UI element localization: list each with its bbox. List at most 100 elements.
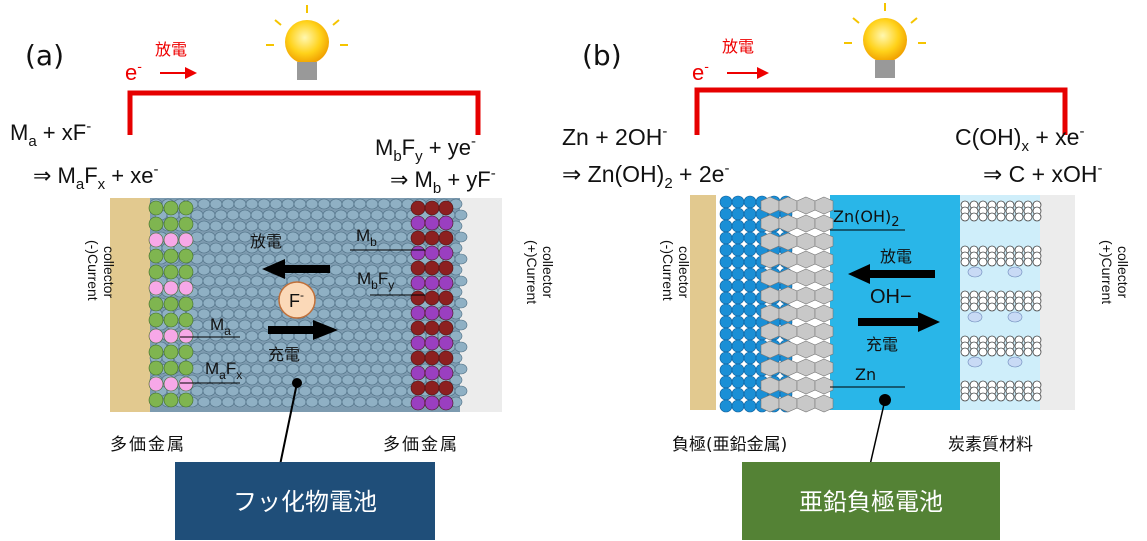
texture: [389, 352, 403, 364]
texture: [262, 297, 276, 309]
t: b: [433, 180, 441, 197]
texture: [358, 297, 372, 309]
texture: [796, 286, 816, 305]
texture: [281, 220, 295, 232]
texture: [1032, 392, 1042, 402]
texture: [226, 297, 240, 309]
texture: [293, 198, 307, 210]
texture: [389, 396, 403, 408]
texture: [454, 253, 468, 265]
texture: [245, 264, 259, 276]
texture: [178, 248, 194, 264]
texture: [346, 341, 360, 353]
t: + xe: [1029, 124, 1080, 150]
texture: [341, 220, 355, 232]
texture: [438, 335, 454, 351]
texture: [778, 304, 798, 323]
texture: [334, 341, 348, 353]
texture: [178, 360, 194, 376]
texture: [346, 363, 360, 375]
texture: [760, 232, 780, 251]
texture: [202, 275, 216, 287]
texture: [377, 374, 391, 386]
texture: [233, 264, 247, 276]
texture: [226, 275, 240, 287]
product-label: Zn(OH)2: [833, 207, 900, 230]
texture: [424, 395, 440, 411]
texture: [377, 352, 391, 364]
texture: [778, 358, 798, 377]
cathode-reaction: ⇒ C + xOH-: [983, 160, 1102, 187]
texture: [389, 242, 403, 254]
texture: [377, 242, 391, 254]
texture: [281, 198, 295, 210]
texture: [310, 209, 324, 221]
texture: [743, 315, 757, 329]
texture: [454, 319, 468, 331]
texture: [731, 255, 745, 269]
texture: [1023, 392, 1033, 402]
texture: [814, 232, 834, 251]
texture: [389, 198, 403, 210]
t: e: [125, 60, 137, 85]
texture: [197, 242, 211, 254]
texture: [190, 275, 204, 287]
texture: [996, 257, 1006, 267]
t: y: [388, 278, 394, 292]
t: -: [86, 118, 91, 135]
texture: [1005, 302, 1015, 312]
texture: [163, 280, 179, 296]
texture: [410, 200, 426, 216]
texture: [743, 279, 757, 293]
collector-label: (-)Currentcollector: [660, 240, 692, 301]
texture: [743, 351, 757, 365]
texture: [286, 231, 300, 243]
texture: [382, 253, 396, 265]
texture: [394, 385, 408, 397]
texture: [329, 242, 343, 254]
texture: [814, 340, 834, 359]
texture: [1032, 347, 1042, 357]
texture: [719, 375, 733, 389]
t: x: [236, 368, 242, 382]
wire: [694, 87, 1068, 135]
texture: [410, 350, 426, 366]
texture: [1007, 311, 1023, 323]
texture: [370, 209, 384, 221]
texture: [410, 365, 426, 381]
texture: [274, 275, 288, 287]
t: (-)Current: [660, 240, 676, 301]
texture: [317, 198, 331, 210]
texture: [341, 242, 355, 254]
texture: [178, 296, 194, 312]
texture: [233, 220, 247, 232]
texture: [281, 242, 295, 254]
texture: [382, 231, 396, 243]
texture: [274, 209, 288, 221]
texture: [298, 253, 312, 265]
texture: [209, 264, 223, 276]
texture: [987, 347, 997, 357]
t: M: [357, 269, 371, 288]
texture: [317, 352, 331, 364]
texture: [238, 297, 252, 309]
texture: [238, 275, 252, 287]
texture: [731, 243, 745, 257]
texture: [814, 358, 834, 377]
texture: [202, 297, 216, 309]
texture: [719, 279, 733, 293]
texture: [1032, 302, 1042, 312]
texture: [978, 212, 988, 222]
texture: [322, 231, 336, 243]
t: F: [84, 163, 97, 188]
t: -: [491, 165, 496, 182]
texture: [370, 385, 384, 397]
caption: 多価金属: [110, 435, 186, 455]
texture: [743, 327, 757, 341]
t: Zn + 2OH: [562, 124, 662, 150]
texture: [305, 220, 319, 232]
texture: [226, 253, 240, 265]
texture: [209, 220, 223, 232]
t: e: [692, 60, 704, 85]
